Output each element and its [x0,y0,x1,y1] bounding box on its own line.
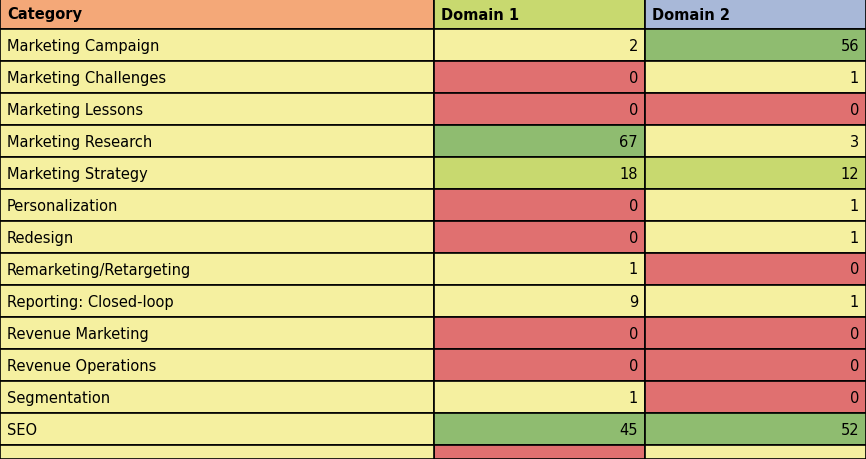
Text: Category: Category [7,7,82,22]
Text: 18: 18 [619,166,638,181]
Text: 2: 2 [629,39,638,53]
Bar [434,253,645,285]
Bar [645,30,866,62]
Text: Segmentation: Segmentation [7,390,110,405]
Text: 9: 9 [629,294,638,309]
Bar [645,381,866,413]
Text: 0: 0 [850,358,859,373]
Text: 67: 67 [619,134,638,149]
Text: 0: 0 [850,262,859,277]
Bar [645,157,866,190]
Bar [645,0,866,30]
Bar [645,94,866,126]
Bar [434,94,645,126]
Bar [0,190,434,222]
Bar [434,317,645,349]
Bar [434,445,645,459]
Bar [0,222,434,253]
Text: 1: 1 [850,198,859,213]
Text: 1: 1 [850,294,859,309]
Bar [0,62,434,94]
Bar [0,30,434,62]
Text: Revenue Operations: Revenue Operations [7,358,156,373]
Text: 0: 0 [629,326,638,341]
Bar [0,285,434,317]
Bar [0,349,434,381]
Text: SEO: SEO [7,421,37,437]
Text: 0: 0 [850,102,859,117]
Text: Domain 1: Domain 1 [441,7,519,22]
Text: 0: 0 [850,390,859,405]
Text: Marketing Lessons: Marketing Lessons [7,102,143,117]
Bar [434,222,645,253]
Bar [645,285,866,317]
Text: 56: 56 [841,39,859,53]
Bar [434,413,645,445]
Bar [645,349,866,381]
Text: Marketing Challenges: Marketing Challenges [7,70,166,85]
Text: 1: 1 [629,390,638,405]
Text: Domain 2: Domain 2 [652,7,730,22]
Text: Redesign: Redesign [7,230,74,245]
Text: 1: 1 [850,70,859,85]
Text: Marketing Research: Marketing Research [7,134,152,149]
Text: 0: 0 [629,230,638,245]
Bar [0,157,434,190]
Bar [645,190,866,222]
Bar [645,126,866,157]
Bar [434,190,645,222]
Text: 0: 0 [850,326,859,341]
Bar [0,126,434,157]
Text: Marketing Strategy: Marketing Strategy [7,166,148,181]
Text: Reporting: Closed-loop: Reporting: Closed-loop [7,294,173,309]
Text: 1: 1 [850,230,859,245]
Bar [645,222,866,253]
Bar [434,62,645,94]
Bar [645,445,866,459]
Text: 1: 1 [629,262,638,277]
Bar [434,126,645,157]
Text: Personalization: Personalization [7,198,119,213]
Bar [0,0,434,30]
Bar [645,317,866,349]
Bar [434,285,645,317]
Bar [645,413,866,445]
Bar [645,253,866,285]
Text: 0: 0 [629,102,638,117]
Text: 12: 12 [840,166,859,181]
Text: 0: 0 [629,198,638,213]
Bar [434,30,645,62]
Text: 45: 45 [619,421,638,437]
Bar [434,157,645,190]
Text: Marketing Campaign: Marketing Campaign [7,39,159,53]
Bar [0,381,434,413]
Text: 0: 0 [629,358,638,373]
Text: Remarketing/Retargeting: Remarketing/Retargeting [7,262,191,277]
Bar [434,0,645,30]
Bar [645,62,866,94]
Bar [434,349,645,381]
Bar [434,381,645,413]
Bar [0,317,434,349]
Text: 52: 52 [840,421,859,437]
Bar [0,94,434,126]
Bar [0,253,434,285]
Text: 3: 3 [850,134,859,149]
Text: Revenue Marketing: Revenue Marketing [7,326,149,341]
Bar [0,413,434,445]
Bar [0,445,434,459]
Text: 0: 0 [629,70,638,85]
